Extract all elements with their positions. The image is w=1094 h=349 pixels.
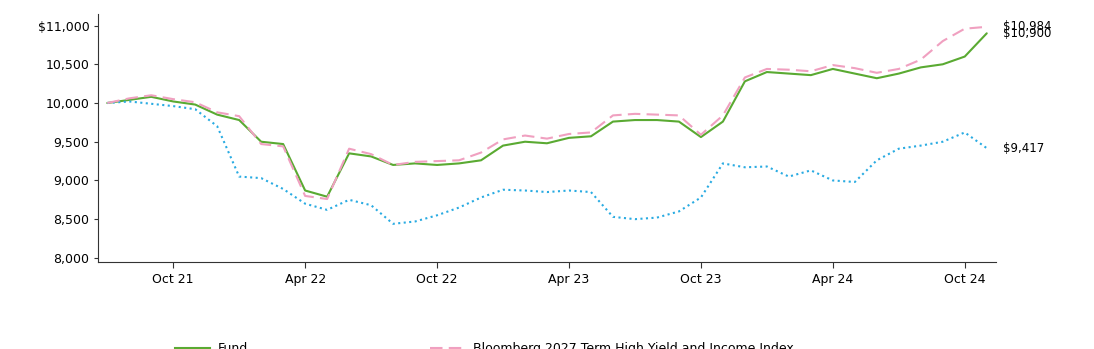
Text: $10,984: $10,984 <box>1002 20 1051 33</box>
Legend: Fund, Bloomberg U.S. Universal Index, Bloomberg 2027 Term High Yield and Income : Fund, Bloomberg U.S. Universal Index, Bl… <box>170 337 799 349</box>
Text: $9,417: $9,417 <box>1002 142 1044 155</box>
Text: $10,900: $10,900 <box>1002 27 1051 40</box>
